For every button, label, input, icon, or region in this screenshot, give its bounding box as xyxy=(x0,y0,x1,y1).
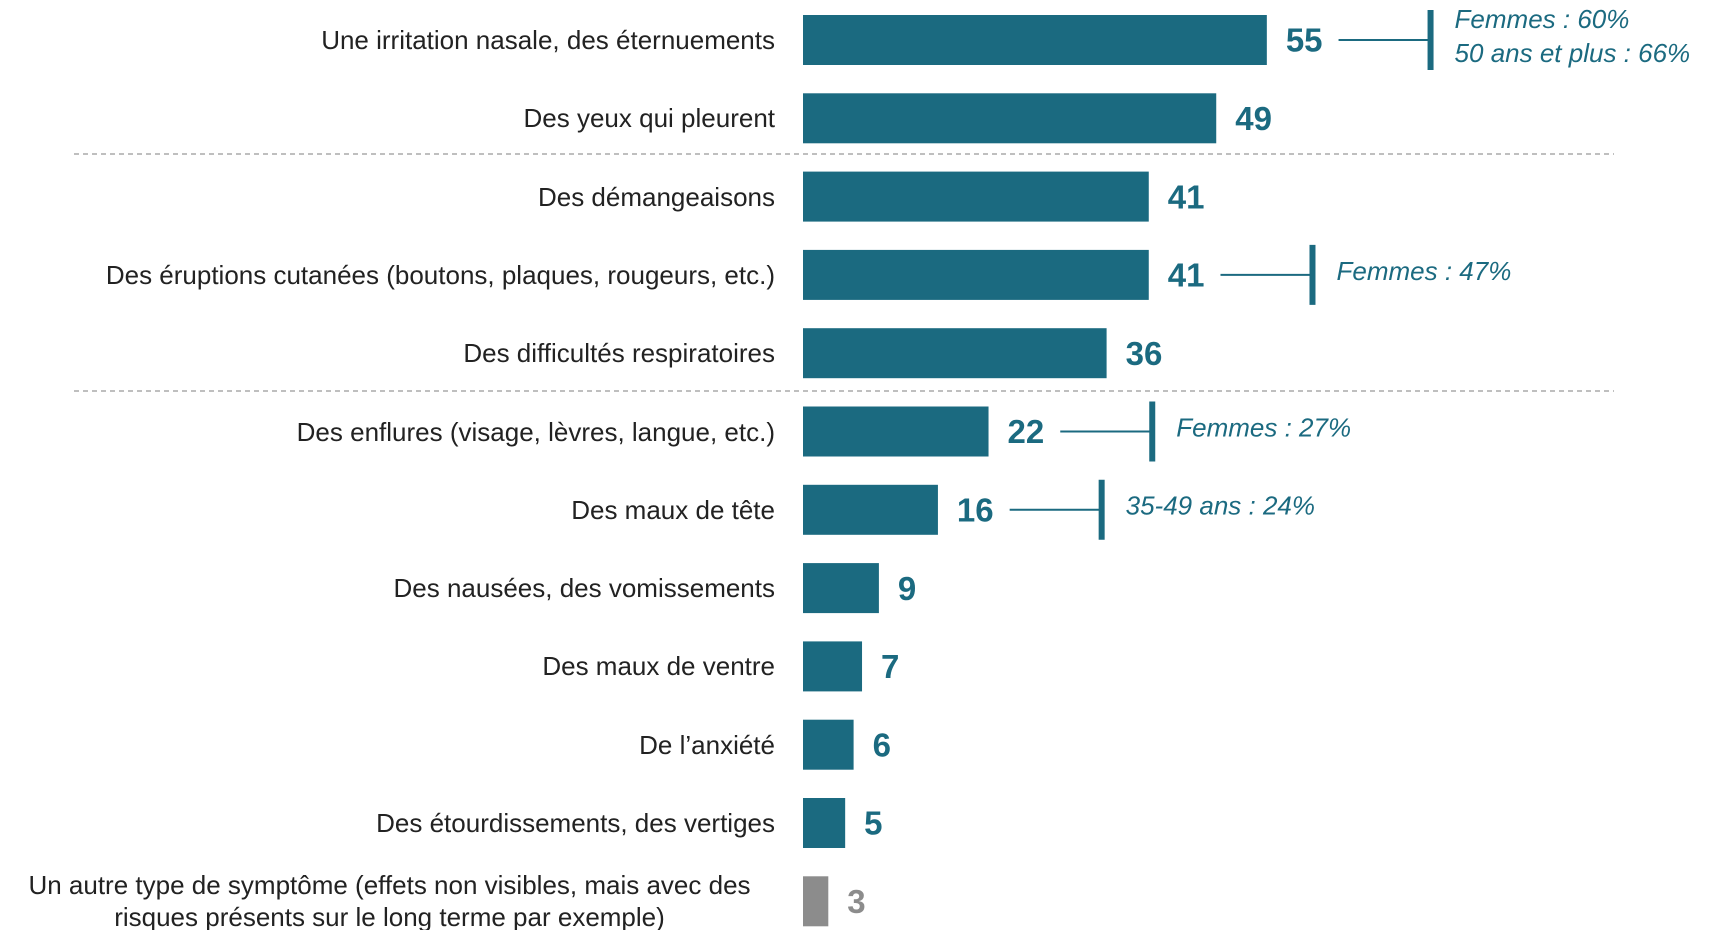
category-text: Des maux de ventre xyxy=(542,651,775,682)
category-label: Des éruptions cutanées (boutons, plaques… xyxy=(4,235,775,315)
value-label: 7 xyxy=(881,648,899,685)
category-text: Des yeux qui pleurent xyxy=(523,103,775,134)
bar xyxy=(803,876,829,927)
annotation: Femmes : 60% xyxy=(1455,4,1630,34)
bar xyxy=(803,484,938,535)
value-label: 6 xyxy=(873,726,891,763)
bar xyxy=(803,249,1149,300)
category-text: Des maux de tête xyxy=(571,494,775,525)
value-label: 41 xyxy=(1168,257,1205,294)
annotation: Femmes : 47% xyxy=(1336,256,1511,286)
category-label: Des étourdissements, des vertiges xyxy=(4,783,775,863)
bar xyxy=(803,406,989,457)
value-label: 49 xyxy=(1235,100,1272,137)
bar xyxy=(803,93,1217,144)
category-label: Des difficultés respiratoires xyxy=(4,313,775,393)
category-text: Des étourdissements, des vertiges xyxy=(376,808,775,838)
annotation: Femmes : 27% xyxy=(1176,412,1351,442)
category-text: Des nausées, des vomissements xyxy=(393,573,775,604)
annotation: 35-49 ans : 24% xyxy=(1126,491,1315,521)
bar xyxy=(803,171,1149,222)
category-label: Des yeux qui pleurent xyxy=(4,78,775,158)
category-text: De l’anxiété xyxy=(639,729,775,760)
category-text: Un autre type de symptôme (effets non vi… xyxy=(28,870,751,930)
bar xyxy=(803,798,846,848)
category-text: Une irritation nasale, des éternuements xyxy=(321,25,775,55)
value-label: 55 xyxy=(1286,22,1323,59)
value-label: 36 xyxy=(1126,335,1163,372)
category-label: Des maux de ventre xyxy=(4,626,775,706)
category-text: Des difficultés respiratoires xyxy=(463,338,775,369)
category-label: Des nausées, des vomissements xyxy=(4,548,775,628)
bar xyxy=(803,15,1267,65)
bar xyxy=(803,719,854,770)
value-label: 5 xyxy=(864,805,882,842)
category-label: Une irritation nasale, des éternuements xyxy=(4,0,775,80)
category-text: Des démangeaisons xyxy=(537,181,775,212)
category-text: Des éruptions cutanées (boutons, plaques… xyxy=(105,259,775,290)
annotation: 50 ans et plus : 66% xyxy=(1455,38,1691,68)
value-label: 9 xyxy=(898,570,916,607)
bar xyxy=(803,328,1107,379)
value-label: 41 xyxy=(1168,178,1205,215)
value-label: 3 xyxy=(847,883,865,920)
category-label: De l’anxiété xyxy=(4,705,775,785)
category-text: Des enflures (visage, lèvres, langue, et… xyxy=(296,416,775,447)
category-label: Un autre type de symptôme (effets non vi… xyxy=(4,861,775,930)
value-label: 22 xyxy=(1008,413,1045,450)
category-label: Des maux de tête xyxy=(4,470,775,550)
category-label: Des enflures (visage, lèvres, langue, et… xyxy=(4,392,775,472)
bar xyxy=(803,563,879,614)
category-label: Des démangeaisons xyxy=(4,157,775,237)
bar xyxy=(803,641,863,692)
value-label: 16 xyxy=(957,492,994,529)
